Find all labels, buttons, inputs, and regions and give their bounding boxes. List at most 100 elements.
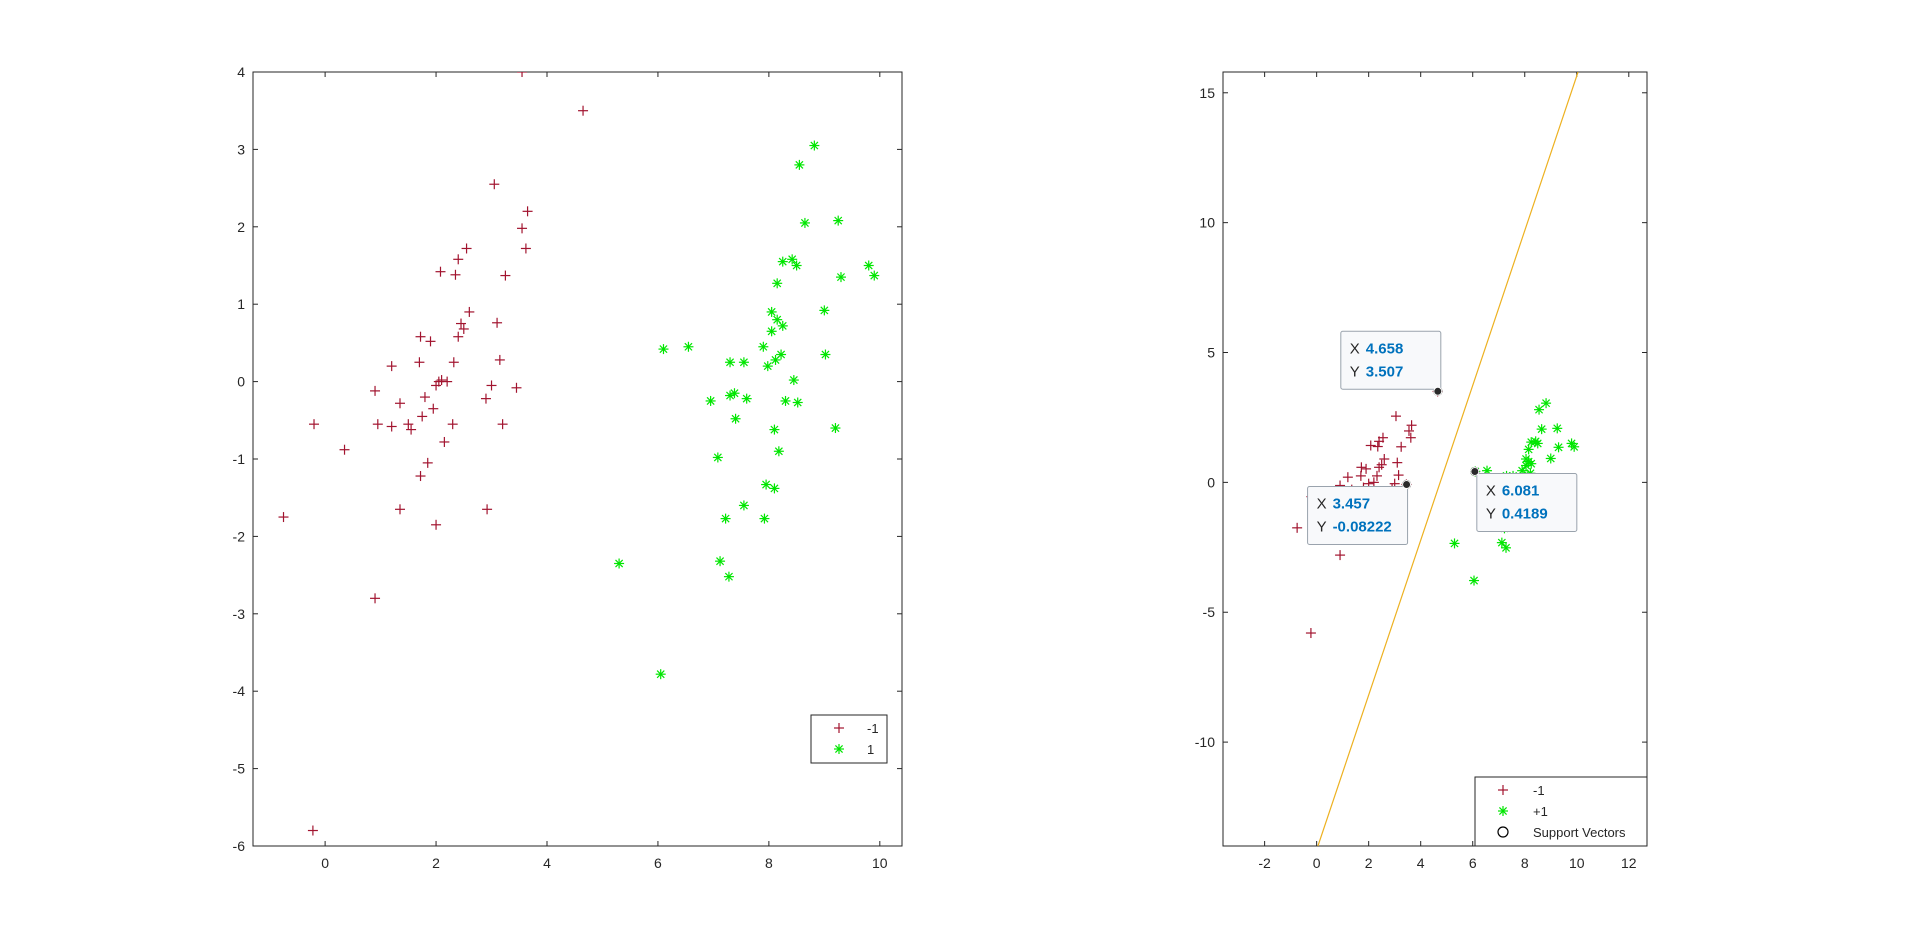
x-tick-label: 2 (432, 855, 440, 871)
data-point-plus (511, 382, 522, 393)
data-point-plus (406, 424, 417, 435)
datatip[interactable]: X 4.658 Y 3.507 (1340, 330, 1443, 396)
data-point-plus (461, 243, 472, 254)
datatip-anchor (1470, 466, 1480, 476)
data-point-plus (428, 403, 439, 414)
data-point-plus (494, 354, 505, 365)
data-point-plus (1406, 420, 1417, 431)
data-point-star (683, 341, 694, 352)
datatip[interactable]: X 3.457 Y -0.08222 (1307, 480, 1412, 546)
data-point-plus (517, 223, 528, 234)
data-point-star (1569, 441, 1580, 452)
data-point-plus (482, 504, 493, 515)
datatip-axis-label: Y (1486, 505, 1496, 522)
data-point-plus (435, 266, 446, 277)
data-point-star (712, 452, 723, 463)
data-point-plus (415, 471, 426, 482)
data-point-plus (1376, 459, 1387, 470)
data-point-plus (450, 269, 461, 280)
data-point-star (776, 349, 787, 360)
x-tick-label: 0 (1313, 855, 1321, 871)
legend[interactable]: -1 +1 Support Vectors (1474, 776, 1648, 847)
y-tick-label: 15 (1199, 85, 1215, 101)
data-point-star (1449, 538, 1460, 549)
data-point-star (614, 558, 625, 569)
data-point-plus (578, 105, 589, 116)
x-tick-label: 2 (1365, 855, 1373, 871)
data-point-plus (370, 385, 381, 396)
data-point-star (758, 341, 769, 352)
data-point-plus (497, 419, 508, 430)
datatip-box (1476, 472, 1578, 532)
y-tick-label: -5 (233, 761, 246, 777)
data-point-plus (453, 331, 464, 342)
datatip-axis-label: X (1486, 482, 1496, 499)
data-point-star (772, 278, 783, 289)
y-tick-label: 0 (237, 374, 245, 390)
data-point-star (794, 159, 805, 170)
legend-marker-circle (1497, 826, 1509, 838)
legend-marker-plus (834, 723, 844, 733)
x-tick-label: 0 (321, 855, 329, 871)
data-point-star (799, 217, 810, 228)
data-point-plus (339, 444, 350, 455)
data-point-plus (1305, 628, 1316, 639)
datatip-axis-label: Y (1317, 519, 1327, 536)
x-tick-label: 8 (765, 855, 773, 871)
data-point-plus (1374, 462, 1385, 473)
legend[interactable]: -11 (810, 714, 888, 764)
data-point-plus (453, 254, 464, 265)
data-point-star (1552, 423, 1563, 434)
legend-label: 1 (867, 742, 874, 757)
y-tick-label: 10 (1199, 215, 1215, 231)
data-point-plus (1292, 522, 1303, 533)
legend-label: -1 (867, 721, 879, 736)
data-point-star (787, 254, 798, 265)
data-point-plus (394, 398, 405, 409)
datatip-anchor (1433, 386, 1443, 396)
x-tick-label: 8 (1521, 855, 1529, 871)
data-point-plus (403, 419, 414, 430)
data-point-star (769, 424, 780, 435)
data-point-star (1545, 453, 1556, 464)
right-svm-plot[interactable]: -2 0 2 4 6 8 10 12 -10 -5 0 5 10 15 -1 +1 Support Vector… (1195, 71, 1648, 871)
data-point-plus (489, 179, 500, 190)
data-point-plus (370, 593, 381, 604)
data-point-plus (307, 825, 318, 836)
data-point-star (1469, 575, 1480, 586)
y-tick-label: -5 (1203, 604, 1216, 620)
data-point-star (772, 314, 783, 325)
y-tick-label: -3 (233, 606, 246, 622)
data-point-star (788, 375, 799, 386)
x-tick-label: 4 (1417, 855, 1425, 871)
data-point-plus (1355, 470, 1366, 481)
legend-box (810, 714, 888, 764)
data-point-plus (522, 206, 533, 217)
datatip-value: 3.507 (1366, 363, 1404, 380)
data-point-star (869, 270, 880, 281)
datatip-value: -0.08222 (1333, 519, 1392, 536)
datatip-axis-label: X (1350, 340, 1360, 357)
legend-label: Support Vectors (1533, 825, 1626, 840)
y-tick-label: 1 (237, 296, 245, 312)
data-point-star (725, 357, 736, 368)
data-point-star (780, 395, 791, 406)
data-point-star (773, 446, 784, 457)
data-point-plus (500, 270, 511, 281)
datatip-box (1307, 486, 1409, 546)
plot-area (278, 72, 880, 836)
data-point-star (762, 361, 773, 372)
data-point-plus (278, 512, 289, 523)
data-point-star (720, 513, 731, 524)
data-point-plus (372, 419, 383, 430)
datatip[interactable]: X 6.081 Y 0.4189 (1470, 466, 1578, 532)
data-point-star (863, 260, 874, 271)
data-point-plus (1393, 470, 1404, 481)
y-tick-label: -4 (233, 683, 246, 699)
data-point-star (723, 571, 734, 582)
data-point-plus (1368, 477, 1379, 488)
data-point-plus (1379, 454, 1390, 464)
data-point-plus (492, 317, 503, 328)
